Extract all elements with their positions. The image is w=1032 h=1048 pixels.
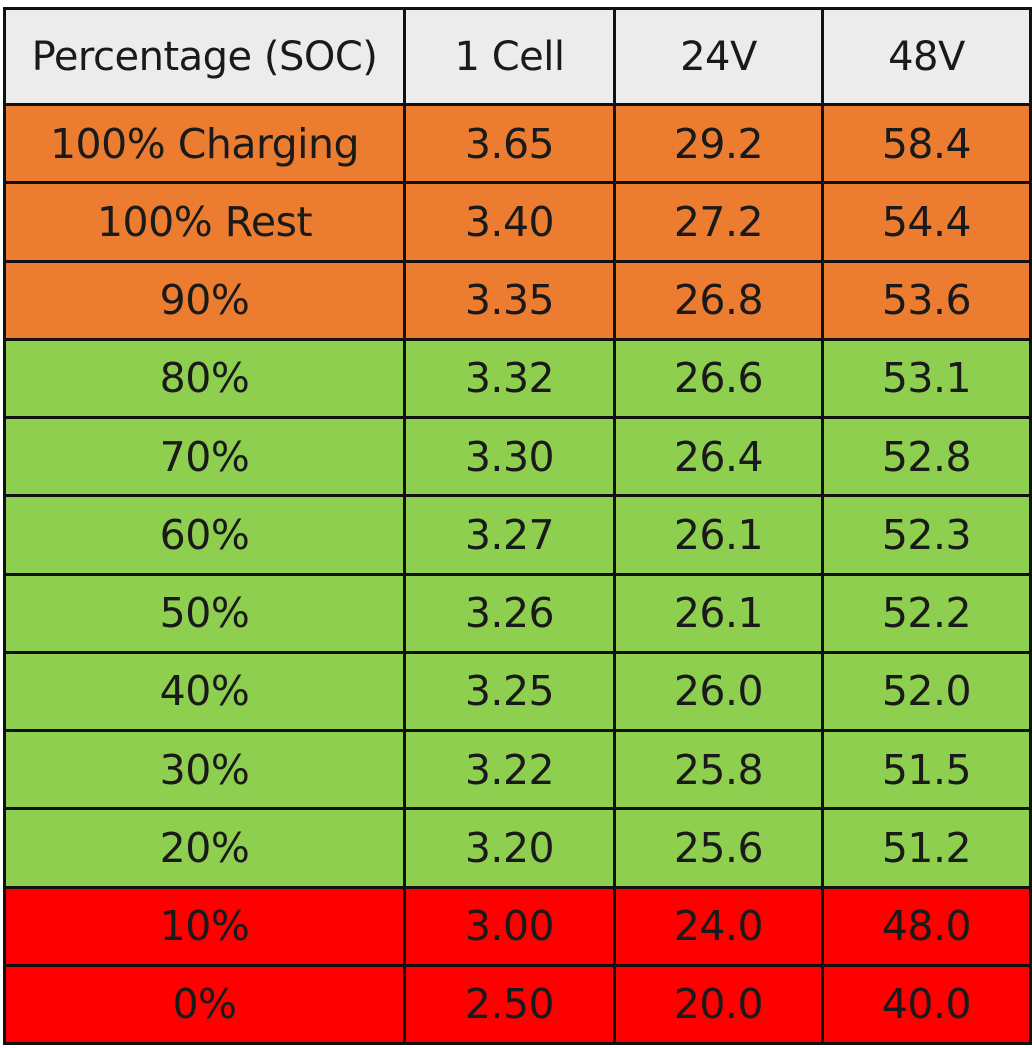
cell-24v: 26.0 (613, 650, 824, 733)
cell-24v: 26.6 (613, 337, 824, 420)
table-row: 100% Rest 3.40 27.2 54.4 (3, 181, 1032, 263)
cell-48v: 58.4 (821, 102, 1032, 185)
cell-soc: 60% (3, 494, 406, 576)
table-row: 60% 3.27 26.1 52.3 (3, 494, 1032, 576)
cell-soc: 70% (3, 415, 406, 498)
cell-soc: 80% (3, 337, 406, 420)
cell-1-cell: 3.35 (403, 259, 616, 341)
table-row: 10% 3.00 24.0 48.0 (3, 885, 1032, 967)
cell-1-cell: 3.25 (403, 650, 616, 733)
table-header-row: Percentage (SOC) 1 Cell 24V 48V (3, 7, 1032, 106)
cell-soc: 100% Rest (3, 181, 406, 263)
cell-48v: 48.0 (821, 885, 1032, 967)
cell-soc: 20% (3, 807, 406, 889)
cell-24v: 20.0 (613, 963, 824, 1046)
cell-48v: 52.3 (821, 494, 1032, 576)
cell-48v: 51.2 (821, 807, 1032, 889)
cell-48v: 52.8 (821, 415, 1032, 498)
table-row: 30% 3.22 25.8 51.5 (3, 728, 1032, 811)
header-soc: Percentage (SOC) (3, 7, 406, 106)
table-row: 90% 3.35 26.8 53.6 (3, 259, 1032, 341)
cell-24v: 27.2 (613, 181, 824, 263)
cell-1-cell: 3.32 (403, 337, 616, 420)
cell-1-cell: 3.00 (403, 885, 616, 967)
soc-voltage-table: Percentage (SOC) 1 Cell 24V 48V 100% Cha… (3, 7, 1032, 1046)
cell-48v: 52.0 (821, 650, 1032, 733)
cell-24v: 26.1 (613, 572, 824, 654)
cell-24v: 24.0 (613, 885, 824, 967)
header-48v: 48V (821, 7, 1032, 106)
cell-48v: 51.5 (821, 728, 1032, 811)
cell-1-cell: 3.30 (403, 415, 616, 498)
cell-48v: 53.6 (821, 259, 1032, 341)
table-row: 80% 3.32 26.6 53.1 (3, 337, 1032, 420)
cell-1-cell: 3.40 (403, 181, 616, 263)
cell-soc: 30% (3, 728, 406, 811)
table-row: 0% 2.50 20.0 40.0 (3, 963, 1032, 1046)
cell-48v: 53.1 (821, 337, 1032, 420)
cell-24v: 26.1 (613, 494, 824, 576)
cell-soc: 10% (3, 885, 406, 967)
voltage-chart-table-container: Percentage (SOC) 1 Cell 24V 48V 100% Cha… (3, 7, 1032, 1046)
cell-1-cell: 3.65 (403, 102, 616, 185)
cell-1-cell: 3.26 (403, 572, 616, 654)
table-row: 50% 3.26 26.1 52.2 (3, 572, 1032, 654)
cell-48v: 52.2 (821, 572, 1032, 654)
cell-soc: 50% (3, 572, 406, 654)
cell-24v: 25.6 (613, 807, 824, 889)
cell-24v: 25.8 (613, 728, 824, 811)
cell-48v: 54.4 (821, 181, 1032, 263)
cell-1-cell: 3.27 (403, 494, 616, 576)
cell-24v: 26.4 (613, 415, 824, 498)
cell-soc: 0% (3, 963, 406, 1046)
cell-soc: 90% (3, 259, 406, 341)
table-row: 100% Charging 3.65 29.2 58.4 (3, 102, 1032, 185)
cell-soc: 40% (3, 650, 406, 733)
table-row: 20% 3.20 25.6 51.2 (3, 807, 1032, 889)
cell-48v: 40.0 (821, 963, 1032, 1046)
header-1-cell: 1 Cell (403, 7, 616, 106)
table-row: 40% 3.25 26.0 52.0 (3, 650, 1032, 733)
cell-1-cell: 3.22 (403, 728, 616, 811)
cell-24v: 29.2 (613, 102, 824, 185)
table-row: 70% 3.30 26.4 52.8 (3, 415, 1032, 498)
cell-soc: 100% Charging (3, 102, 406, 185)
header-24v: 24V (613, 7, 824, 106)
cell-1-cell: 3.20 (403, 807, 616, 889)
cell-24v: 26.8 (613, 259, 824, 341)
cell-1-cell: 2.50 (403, 963, 616, 1046)
